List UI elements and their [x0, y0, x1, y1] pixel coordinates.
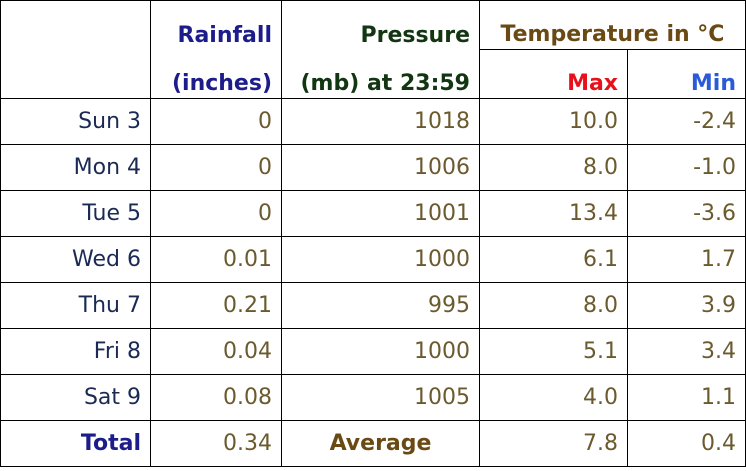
- min-temp-value: 1.1: [626, 374, 746, 421]
- max-temp-value: 13.4: [479, 190, 628, 237]
- rainfall-value: 0: [150, 190, 282, 237]
- max-temp-value: 8.0: [479, 282, 628, 329]
- table-row: Fri 8 0.04 1000 5.1 3.4: [0, 328, 746, 375]
- day-label: Tue 5: [0, 190, 151, 237]
- rainfall-value: 0.01: [150, 236, 282, 283]
- rainfall-header: Rainfall: [150, 0, 282, 50]
- min-temp-value: 1.7: [626, 236, 746, 283]
- day-label: Sat 9: [0, 374, 151, 421]
- min-temp-value: -3.6: [626, 190, 746, 237]
- pressure-header: Pressure: [281, 0, 480, 50]
- max-temp-value: 10.0: [479, 98, 628, 145]
- min-temp-value: -1.0: [626, 144, 746, 191]
- rainfall-value: 0.04: [150, 328, 282, 375]
- min-temp-value: 3.9: [626, 282, 746, 329]
- pressure-value: 1001: [281, 190, 480, 237]
- corner-cell: [0, 0, 151, 99]
- min-temp-value: -2.4: [626, 98, 746, 145]
- table-row: Thu 7 0.21 995 8.0 3.9: [0, 282, 746, 329]
- rainfall-unit: (inches): [150, 49, 282, 99]
- rainfall-value: 0.08: [150, 374, 282, 421]
- table-row: Wed 6 0.01 1000 6.1 1.7: [0, 236, 746, 283]
- max-temp-value: 5.1: [479, 328, 628, 375]
- pressure-unit: (mb) at 23:59: [281, 49, 480, 99]
- day-label: Thu 7: [0, 282, 151, 329]
- totals-row: Total 0.34 Average 7.8 0.4: [0, 420, 746, 467]
- table-row: Sat 9 0.08 1005 4.0 1.1: [0, 374, 746, 421]
- pressure-value: 1000: [281, 236, 480, 283]
- max-temp-value: 6.1: [479, 236, 628, 283]
- min-temp-value: 3.4: [626, 328, 746, 375]
- table-row: Sun 3 0 1018 10.0 -2.4: [0, 98, 746, 145]
- pressure-value: 1005: [281, 374, 480, 421]
- day-label: Mon 4: [0, 144, 151, 191]
- pressure-value: 1000: [281, 328, 480, 375]
- average-label: Average: [281, 420, 480, 467]
- max-header: Max: [479, 49, 628, 99]
- day-label: Fri 8: [0, 328, 151, 375]
- rainfall-value: 0: [150, 98, 282, 145]
- header-row-2: (inches) (mb) at 23:59 Max Min: [1, 49, 746, 99]
- min-temp-average: 0.4: [626, 420, 746, 467]
- day-label: Sun 3: [0, 98, 151, 145]
- pressure-value: 995: [281, 282, 480, 329]
- max-temp-average: 7.8: [479, 420, 628, 467]
- pressure-value: 1018: [281, 98, 480, 145]
- header-row-1: Rainfall Pressure Temperature in °C: [0, 0, 746, 99]
- pressure-value: 1006: [281, 144, 480, 191]
- rainfall-value: 0.21: [150, 282, 282, 329]
- min-header: Min: [626, 49, 746, 99]
- max-temp-value: 8.0: [479, 144, 628, 191]
- temperature-header: Temperature in °C: [478, 0, 746, 50]
- rainfall-value: 0: [150, 144, 282, 191]
- table-row: Mon 4 0 1006 8.0 -1.0: [0, 144, 746, 191]
- total-label: Total: [0, 420, 151, 467]
- table-row: Tue 5 0 1001 13.4 -3.6: [0, 190, 746, 237]
- max-temp-value: 4.0: [479, 374, 628, 421]
- day-label: Wed 6: [0, 236, 151, 283]
- rainfall-total: 0.34: [150, 420, 282, 467]
